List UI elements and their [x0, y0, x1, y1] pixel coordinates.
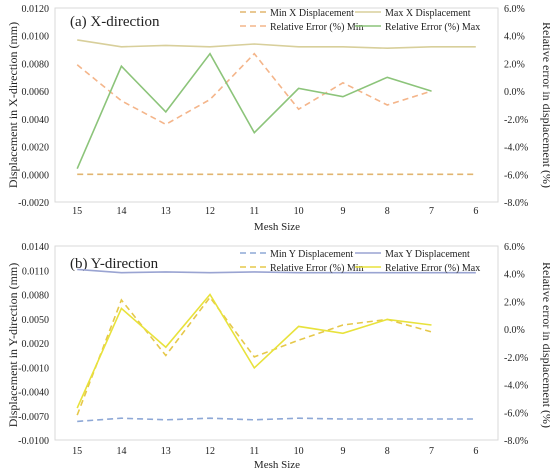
- chart-marks: -0.0100 -0.0070 -0.0040 -0.0010 0.0020 0.0050…: [18, 242, 528, 457]
- x-tick-label: 13: [161, 446, 171, 457]
- y-tick-label: -0.0020: [18, 198, 49, 209]
- y2-axis-label: Relative error in displacement (%): [540, 262, 550, 428]
- legend-label: Max Y Displacement: [385, 249, 470, 260]
- series-line: [77, 39, 476, 50]
- x-tick-label: 7: [429, 206, 434, 217]
- y-tick-label: 0.0060: [22, 87, 50, 98]
- x-tick-label: 11: [250, 446, 260, 457]
- x-tick-label: 8: [385, 206, 390, 217]
- y2-tick-label: 4.0%: [504, 32, 525, 43]
- y2-tick-label: 4.0%: [504, 270, 525, 281]
- y2-tick-label: -6.0%: [504, 408, 528, 419]
- y2-tick-label: 6.0%: [504, 242, 525, 253]
- series-line: [76, 293, 432, 409]
- y-tick-label: 0.0020: [22, 143, 50, 154]
- x-tick-label: 10: [294, 206, 304, 217]
- y-tick-label: 0.0140: [22, 242, 50, 253]
- y2-tick-label: -4.0%: [504, 143, 528, 154]
- y2-tick-label: -2.0%: [504, 353, 528, 364]
- y2-tick-label: -2.0%: [504, 115, 528, 126]
- x-tick-label: 11: [250, 206, 260, 217]
- y2-axis-label: Relative error in displacement (%): [540, 22, 550, 188]
- x-tick-label: 8: [385, 446, 390, 457]
- series-line: [77, 268, 476, 274]
- legend-label: Relative Error (%) Min: [270, 22, 364, 33]
- y-tick-label: 0.0000: [22, 170, 50, 181]
- chart-panel-x-direction: (a) X-direction Displacement in X-direct…: [6, 4, 550, 233]
- chart-marks: -0.0020 0.0000 0.0020 0.0040 0.0060 0.0080 0.0…: [18, 4, 528, 217]
- y-tick-label: 0.0080: [22, 59, 50, 70]
- legend-label: Relative Error (%) Max: [385, 22, 480, 33]
- plot-area-frame: [54, 7, 499, 203]
- y2-tick-label: 0.0%: [504, 87, 525, 98]
- y2-tick-label: -6.0%: [504, 170, 528, 181]
- x-tick-label: 15: [72, 446, 82, 457]
- y2-tick-label: -8.0%: [504, 436, 528, 447]
- y-tick-label: 0.0040: [22, 115, 50, 126]
- legend-label: Min X Displacement: [270, 8, 354, 19]
- series-line: [77, 417, 476, 423]
- x-tick-label: 14: [116, 446, 126, 457]
- chart-title: (b) Y-direction: [70, 256, 159, 272]
- x-tick-label: 10: [294, 446, 304, 457]
- x-tick-label: 12: [205, 206, 215, 217]
- y-tick-label: 0.0050: [22, 315, 50, 326]
- y2-tick-label: -4.0%: [504, 381, 528, 392]
- y-tick-label: 0.0100: [22, 32, 50, 43]
- x-tick-label: 6: [473, 206, 478, 217]
- series-line: [76, 295, 432, 416]
- x-axis-label: Mesh Size: [254, 459, 300, 471]
- chart-panel-y-direction: (b) Y-direction Displacement in Y-direct…: [6, 242, 550, 471]
- y-axis-label: Displacement in Y-direction (mm): [6, 263, 20, 428]
- y2-tick-label: -8.0%: [504, 198, 528, 209]
- x-tick-label: 9: [340, 446, 345, 457]
- y-tick-label: -0.0070: [18, 412, 49, 423]
- x-tick-label: 15: [72, 206, 82, 217]
- y-axis-label: Displacement in X-direction (mm): [6, 22, 20, 188]
- series-line: [76, 52, 432, 126]
- y-tick-label: -0.0100: [18, 436, 49, 447]
- y-tick-label: -0.0010: [18, 363, 49, 374]
- chart-title: (a) X-direction: [70, 14, 160, 30]
- legend-label: Relative Error (%) Max: [385, 263, 480, 274]
- y2-tick-label: 0.0%: [504, 325, 525, 336]
- legend-label: Relative Error (%) Min: [270, 263, 364, 274]
- x-tick-label: 13: [161, 206, 171, 217]
- legend-label: Max X Displacement: [385, 8, 471, 19]
- y-tick-label: 0.0080: [22, 291, 50, 302]
- y2-tick-label: 2.0%: [504, 297, 525, 308]
- y-tick-label: 0.0110: [22, 266, 49, 277]
- x-tick-label: 14: [116, 206, 126, 217]
- x-tick-label: 7: [429, 446, 434, 457]
- plot-area-frame: [54, 245, 499, 441]
- y2-tick-label: 2.0%: [504, 59, 525, 70]
- x-tick-label: 9: [340, 206, 345, 217]
- series-line: [76, 52, 432, 170]
- y-tick-label: 0.0120: [22, 4, 50, 15]
- x-tick-label: 6: [473, 446, 478, 457]
- y-tick-label: 0.0020: [22, 339, 50, 350]
- x-axis-label: Mesh Size: [254, 221, 300, 233]
- legend-label: Min Y Displacement: [270, 249, 353, 260]
- x-tick-label: 12: [205, 446, 215, 457]
- y2-tick-label: 6.0%: [504, 4, 525, 15]
- y-tick-label: -0.0040: [18, 388, 49, 399]
